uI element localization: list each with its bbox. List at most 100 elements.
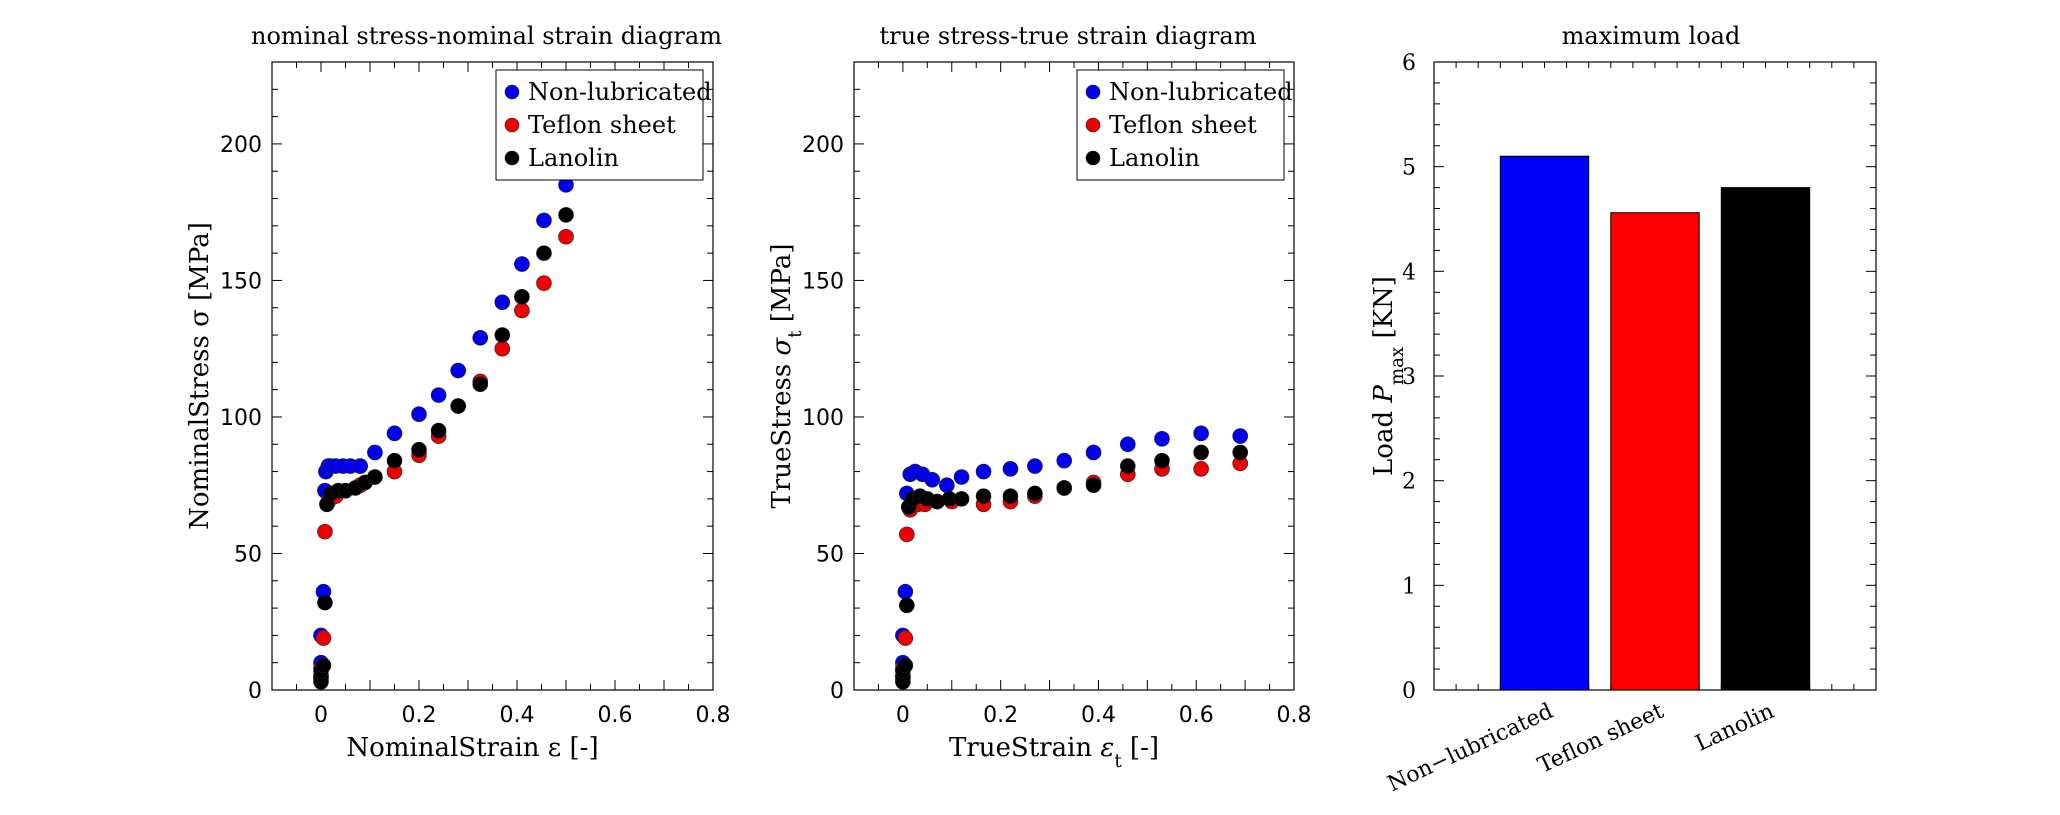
data-point-0 — [494, 294, 511, 311]
y-tick-label: 0 — [1402, 679, 1416, 704]
legend-label: Lanolin — [528, 144, 619, 172]
legend-marker — [1085, 150, 1101, 166]
data-point-0 — [1193, 425, 1209, 442]
data-point-0 — [352, 458, 369, 474]
data-point-0 — [1085, 444, 1102, 461]
x-tick-label: 0 — [314, 703, 328, 728]
y-tick-label: 6 — [1402, 51, 1416, 76]
x-axis-label: TrueStrain εt [-] — [949, 733, 1159, 772]
data-point-2 — [975, 488, 992, 504]
data-point-0 — [975, 463, 992, 480]
data-point-2 — [558, 207, 574, 223]
y-tick-label: 100 — [220, 406, 262, 431]
y-tick-label: 200 — [802, 133, 844, 158]
data-point-0 — [411, 406, 427, 423]
data-point-0 — [939, 477, 955, 494]
data-point-2 — [1154, 452, 1170, 469]
data-point-0 — [1232, 428, 1249, 444]
y-axis-label: Load Pmax [KN] — [1369, 276, 1408, 476]
data-point-0 — [1056, 452, 1073, 469]
x-tick-label: 0.2 — [402, 703, 437, 728]
data-point-2 — [1119, 458, 1136, 474]
legend-marker — [504, 150, 520, 166]
y-axis-label: NominalStress σ [MPa] — [185, 222, 215, 530]
y-tick-label: 100 — [802, 406, 844, 431]
y-tick-label: 2 — [1402, 470, 1416, 495]
data-point-2 — [897, 657, 914, 674]
category-label: Lanolin — [1692, 699, 1778, 757]
data-point-2 — [1193, 444, 1209, 461]
data-point-1 — [558, 228, 574, 245]
data-point-0 — [472, 329, 489, 346]
legend-box — [495, 69, 704, 181]
data-point-2 — [1056, 480, 1073, 496]
bar-0 — [1499, 155, 1590, 691]
data-point-1 — [898, 526, 915, 543]
legend-label: Teflon sheet — [1109, 111, 1257, 139]
legend-label: Non-lubricated — [528, 78, 712, 106]
data-point-2 — [411, 441, 427, 458]
y-tick-label: 50 — [234, 542, 262, 567]
y-tick-label: 0 — [830, 679, 844, 704]
data-point-2 — [317, 594, 333, 611]
x-axis-label: NominalStrain ε [-] — [346, 733, 598, 763]
data-point-2 — [494, 327, 511, 343]
data-point-0 — [924, 471, 941, 488]
data-point-2 — [1232, 444, 1249, 461]
data-point-2 — [430, 422, 447, 439]
data-point-0 — [1027, 458, 1043, 474]
y-axis-label: TrueStress σt [MPa] — [767, 243, 806, 508]
data-point-2 — [1085, 477, 1102, 494]
data-point-0 — [897, 583, 914, 600]
data-point-0 — [430, 387, 447, 403]
x-tick-label: 0.8 — [696, 703, 731, 728]
chart-nominal-stress-strain: 0 0.2 0.4 0.6 0.8 0 50 100 150 200 nominal stress-… — [185, 22, 731, 763]
data-point-2 — [514, 289, 530, 305]
legend-marker — [504, 117, 520, 133]
data-point-0 — [514, 256, 530, 272]
legend-label: Non-lubricated — [1109, 78, 1293, 106]
bar-1 — [1610, 212, 1700, 691]
legend-marker — [1085, 84, 1101, 100]
chart-title: true stress-true strain diagram — [880, 22, 1257, 50]
data-point-0 — [367, 444, 383, 461]
data-point-0 — [953, 469, 970, 485]
data-point-1 — [514, 302, 530, 319]
data-point-0 — [450, 362, 467, 379]
data-point-1 — [1193, 461, 1209, 477]
x-tick-label: 0.4 — [1081, 703, 1116, 728]
data-point-2 — [536, 245, 552, 261]
data-point-2 — [450, 398, 467, 414]
data-point-0 — [1002, 461, 1019, 477]
chart-title: nominal stress-nominal strain diagram — [251, 22, 722, 50]
data-point-2 — [472, 376, 489, 392]
data-point-2 — [898, 597, 915, 614]
legend-label: Teflon sheet — [528, 111, 676, 139]
data-point-1 — [897, 630, 914, 646]
chart-true-stress-strain: 0 0.2 0.4 0.6 0.8 0 50 100 150 200 true stress-tru… — [767, 22, 1312, 772]
chart-maximum-load: 0 1 2 3 4 5 6 maximum load Load Pmax [KN] Non−lub… — [1369, 22, 1877, 797]
data-point-2 — [953, 491, 970, 507]
x-tick-label: 0.6 — [1179, 703, 1214, 728]
y-tick-label: 1 — [1402, 574, 1416, 599]
data-point-0 — [1154, 430, 1170, 447]
y-tick-label: 5 — [1402, 156, 1416, 181]
data-point-0 — [536, 212, 552, 229]
chart-title: maximum load — [1562, 22, 1741, 50]
category-label: Non−lubricated — [1384, 699, 1557, 797]
y-tick-label: 50 — [816, 542, 844, 567]
data-point-2 — [1002, 488, 1019, 504]
y-tick-label: 150 — [220, 269, 262, 294]
data-point-1 — [315, 630, 332, 646]
y-tick-label: 0 — [248, 679, 262, 704]
data-point-2 — [1027, 485, 1043, 502]
x-tick-label: 0 — [896, 703, 910, 728]
legend-marker — [1085, 117, 1101, 133]
data-point-1 — [317, 523, 333, 540]
category-label: Teflon sheet — [1534, 699, 1667, 779]
y-tick-label: 4 — [1402, 260, 1416, 285]
data-point-1 — [536, 275, 552, 291]
data-point-2 — [386, 452, 403, 469]
y-tick-label: 3 — [1402, 365, 1416, 390]
